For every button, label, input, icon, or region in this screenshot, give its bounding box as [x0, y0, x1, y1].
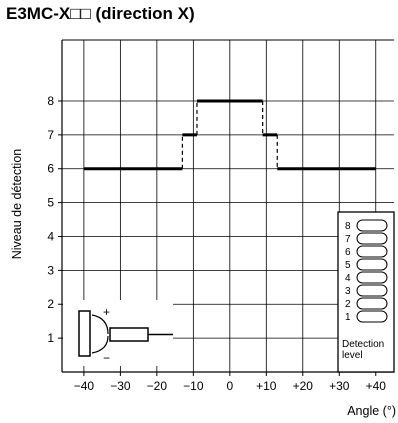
y-tick-label: 1	[47, 331, 54, 345]
x-tick-label: −40	[74, 379, 95, 393]
y-tick-label: 2	[47, 297, 54, 311]
legend-level-pill	[356, 271, 388, 284]
legend-level-number: 3	[345, 286, 351, 297]
x-tick-label: −10	[183, 379, 204, 393]
series-layer	[83, 99, 376, 171]
sensor-inset: + −	[63, 300, 173, 366]
chart-title: E3MC-X□□ (direction X)	[6, 4, 195, 23]
y-tick-label: 6	[47, 162, 54, 176]
y-tick-label: 7	[47, 128, 54, 142]
x-tick-label: −30	[110, 379, 131, 393]
inset-plus-label: +	[103, 305, 110, 319]
y-tick-label: 4	[47, 229, 54, 243]
x-tick-label: 0	[226, 379, 233, 393]
rotation-arc-minus	[91, 335, 109, 354]
legend-level-number: 2	[345, 299, 351, 310]
x-tick-label: +40	[366, 379, 387, 393]
legend-level-number: 5	[345, 260, 351, 271]
legend-level-number: 1	[345, 312, 351, 323]
y-tick-label: 5	[47, 196, 54, 210]
y-tick-label: 8	[47, 94, 54, 108]
x-tick-label: −20	[147, 379, 168, 393]
legend-level-pill	[356, 258, 388, 271]
legend-level-pill	[356, 297, 388, 310]
legend-level-number: 8	[345, 221, 351, 232]
inset-minus-label: −	[103, 351, 110, 365]
x-axis-label: Angle (°)	[347, 404, 396, 418]
legend-level-pill	[356, 245, 388, 258]
y-axis-label: Niveau de détection	[10, 149, 24, 260]
x-tick-label: +30	[329, 379, 350, 393]
y-tick-label: 3	[47, 263, 54, 277]
legend-level-pill	[356, 219, 388, 232]
legend-level-number: 4	[345, 273, 351, 284]
reflector-icon	[78, 310, 91, 357]
x-axis-ticks: −40 −30 −20 −10 0 +10 +20 +30 +40	[74, 372, 387, 393]
legend-level-pill	[356, 284, 388, 297]
x-tick-label: +20	[293, 379, 314, 393]
legend-level-number: 7	[345, 234, 351, 245]
legend-level-pill	[356, 310, 388, 323]
legend-level-pill	[356, 232, 388, 245]
x-tick-label: +10	[256, 379, 277, 393]
legend-title: level	[342, 350, 363, 361]
legend-level-number: 6	[345, 247, 351, 258]
legend-title: Detection	[342, 339, 384, 350]
rotation-arc-plus	[91, 314, 109, 335]
y-axis-ticks: 1 2 3 4 5 6 7 8	[47, 94, 62, 345]
